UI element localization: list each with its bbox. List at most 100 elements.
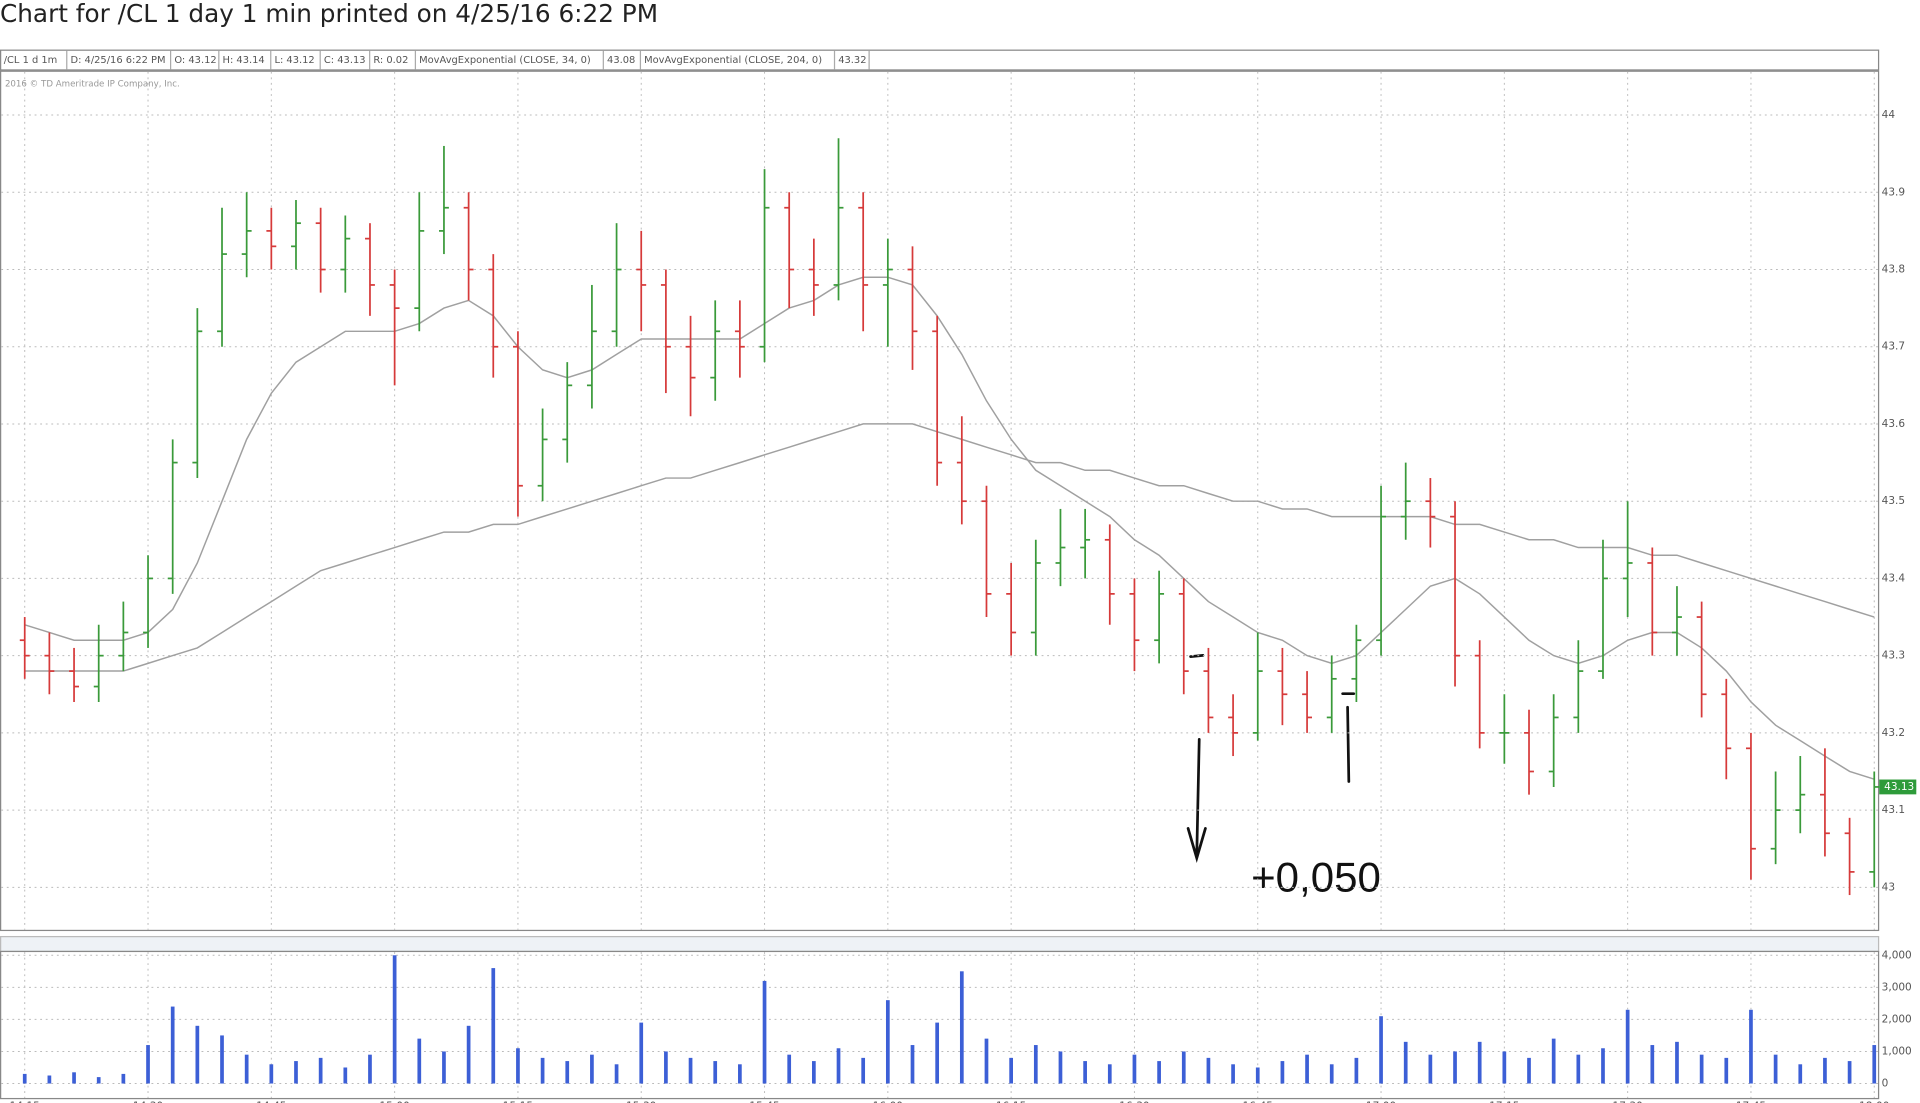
ohlc-bar — [1228, 694, 1239, 757]
volume-bar — [96, 1077, 101, 1084]
volume-bar — [1650, 1045, 1655, 1084]
volume-bar — [294, 1061, 298, 1084]
volume-bar — [1453, 1051, 1457, 1084]
volume-bar — [1058, 1051, 1063, 1084]
ohlc-bar — [537, 408, 548, 502]
ohlc-bar — [1252, 632, 1263, 741]
volume-bar — [614, 1064, 619, 1084]
y-tick-label: 43.3 — [1882, 650, 1905, 662]
header-label: D: 4/25/16 6:22 PM — [70, 55, 165, 66]
y-tick-label: 43.2 — [1882, 727, 1905, 739]
volume-tick-label: 2,000 — [1882, 1013, 1912, 1025]
ohlc-bar — [1819, 748, 1830, 857]
header-label: /CL 1 d 1m — [4, 55, 58, 66]
volume-bar — [762, 980, 767, 1084]
y-tick-label: 43.9 — [1882, 186, 1905, 198]
volume-bar — [318, 1057, 323, 1084]
volume-bar — [1354, 1057, 1359, 1084]
ohlc-bar — [1647, 547, 1658, 656]
moving-average — [24, 276, 1875, 780]
volume-bar — [1428, 1054, 1433, 1084]
last-price-label: 43.13 — [1884, 781, 1914, 793]
volume-bar — [1576, 1054, 1581, 1084]
ohlc-bar — [93, 624, 104, 702]
x-tick-label: 14:45 — [256, 1101, 286, 1103]
y-tick-label: 43.1 — [1882, 804, 1905, 816]
ohlc-bar — [1080, 508, 1091, 579]
volume-bar — [466, 1025, 471, 1084]
ohlc-bar — [167, 439, 178, 594]
ohlc-bar — [192, 308, 203, 479]
header-label: MovAvgExponential (CLOSE, 204, 0) — [644, 55, 822, 66]
x-tick-label: 17:15 — [1489, 1101, 1519, 1103]
volume-bar — [22, 1073, 27, 1084]
x-tick-label: 16:00 — [873, 1101, 903, 1103]
ohlc-bar — [19, 617, 30, 679]
volume-bar — [540, 1057, 545, 1084]
ohlc-bar — [685, 315, 696, 417]
ohlc-bar — [1400, 462, 1411, 540]
ohlc-bar — [1672, 586, 1682, 656]
volume-bar — [1502, 1051, 1507, 1084]
ohlc-bar — [1869, 771, 1880, 888]
x-tick-label: 15:15 — [503, 1101, 533, 1103]
ohlc-bar — [1746, 732, 1756, 880]
ohlc-bar — [1425, 478, 1436, 548]
ohlc-bar — [1302, 671, 1313, 733]
ohlc-bar — [611, 223, 622, 347]
ohlc-bar — [1499, 694, 1510, 764]
volume-bar — [885, 1000, 890, 1084]
volume-bar — [984, 1038, 989, 1084]
ohlc-bar — [660, 269, 671, 394]
header-label: L: 43.12 — [274, 55, 314, 66]
volume-bar — [1403, 1041, 1408, 1084]
ohlc-bar — [340, 215, 351, 293]
ohlc-bar — [1277, 647, 1288, 726]
volume-tick-label: 3,000 — [1882, 981, 1912, 993]
volume-bar — [1132, 1054, 1137, 1084]
volume-bar — [442, 1051, 446, 1084]
ohlc-bar — [266, 207, 277, 270]
volume-bar — [738, 1064, 742, 1084]
ohlc-bar — [562, 362, 573, 463]
ohlc-bar — [1178, 578, 1189, 695]
ohlc-bar — [1129, 578, 1140, 672]
volume-bar — [639, 1022, 644, 1084]
volume-header — [0, 935, 1880, 953]
x-tick-label: 18:00 — [1859, 1101, 1889, 1103]
ohlc-bar — [241, 192, 252, 278]
x-tick-label: 17:00 — [1366, 1101, 1396, 1103]
ohlc-bar — [217, 207, 227, 347]
x-tick-label: 17:30 — [1613, 1101, 1643, 1103]
volume-bar — [220, 1035, 224, 1084]
ohlc-bar — [1622, 501, 1633, 618]
header-label: O: 43.12 — [174, 55, 216, 66]
volume-bar — [910, 1045, 915, 1084]
y-tick-label: 43.6 — [1882, 418, 1906, 430]
ohlc-bar — [1326, 655, 1337, 733]
y-tick-label: 43.5 — [1882, 495, 1905, 507]
ohlc-bar — [882, 238, 893, 347]
ohlc-bar — [488, 254, 499, 378]
ohlc-bar — [1795, 756, 1806, 834]
ohlc-bar — [932, 315, 943, 486]
chart-title: Chart for /CL 1 day 1 min printed on 4/2… — [0, 0, 658, 28]
volume-bar — [861, 1057, 866, 1084]
volume-bar — [688, 1057, 693, 1084]
header-label: R: 0.02 — [373, 55, 408, 66]
x-tick-label: 16:30 — [1119, 1101, 1149, 1103]
volume-bar — [565, 1061, 570, 1084]
ohlc-bar — [1721, 678, 1732, 780]
volume-bar — [1798, 1064, 1803, 1084]
volume-bar — [1305, 1054, 1309, 1084]
ohlc-bar — [710, 300, 721, 401]
volume-bar — [1749, 1009, 1753, 1084]
volume-panel — [0, 950, 1880, 1100]
ohlc-bar — [1104, 524, 1115, 625]
volume-bar — [836, 1048, 841, 1084]
volume-tick-label: 4,000 — [1882, 949, 1912, 961]
volume-bar — [1083, 1061, 1087, 1084]
ohlc-bar — [143, 555, 153, 648]
ohlc-bar — [1474, 640, 1485, 749]
volume-bar — [1009, 1057, 1013, 1084]
